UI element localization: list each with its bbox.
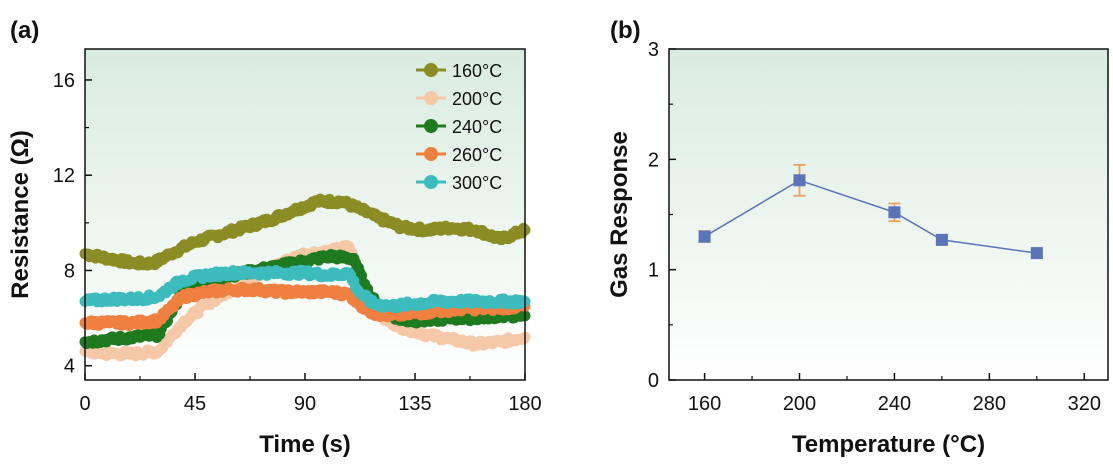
y-tick-label: 2	[648, 149, 659, 171]
data-point	[698, 230, 711, 243]
x-axis-title: Time (s)	[259, 431, 351, 458]
chart-panel-b: (b) 160 200 240 280 320 0 1 2 3 Temperature (°C) Ga…	[606, 17, 1109, 458]
series-marker	[517, 222, 529, 234]
x-axis-title: Temperature (°C)	[792, 431, 985, 458]
legend: 160°C 200°C 240°C 260°C 300°C	[416, 61, 502, 193]
y-tick-label: 8	[64, 260, 75, 282]
x-tick-label: 160	[688, 393, 721, 415]
legend-marker	[424, 91, 438, 105]
data-point	[793, 174, 806, 187]
data-point	[935, 233, 948, 246]
y-tick-label: 1	[648, 260, 659, 282]
legend-label: 160°C	[452, 61, 502, 81]
data-point	[888, 206, 901, 219]
y-tick-label: 4	[64, 356, 75, 378]
legend-marker	[424, 63, 438, 77]
chart-panel-a: (a) 0 45 90 135 180 4 8 12 16 Time (s) Resistance (…	[7, 17, 542, 458]
y-axis-title: Gas Response	[606, 131, 633, 298]
legend-marker	[424, 175, 438, 189]
panel-label: (a)	[10, 17, 39, 44]
x-tick-label: 45	[184, 393, 206, 415]
x-tick-label: 280	[973, 393, 1006, 415]
x-tick-label: 200	[783, 393, 816, 415]
series-4	[79, 264, 531, 314]
series-marker	[517, 310, 529, 322]
x-tick-label: 180	[508, 393, 541, 415]
panel-label: (b)	[610, 17, 641, 44]
y-tick-label: 0	[648, 370, 659, 392]
series-marker	[517, 295, 529, 307]
x-tick-label: 135	[398, 393, 431, 415]
series-0	[79, 193, 531, 271]
x-tick-label: 0	[79, 393, 90, 415]
series-0	[698, 163, 1043, 260]
legend-label: 200°C	[452, 89, 502, 109]
data-point	[1030, 247, 1043, 260]
legend-label: 240°C	[452, 117, 502, 137]
x-tick-label: 240	[878, 393, 911, 415]
series-marker	[517, 333, 529, 345]
y-tick-label: 12	[53, 165, 75, 187]
legend-label: 300°C	[452, 173, 502, 193]
y-tick-label: 16	[53, 70, 75, 92]
x-tick-label: 320	[1068, 393, 1101, 415]
plot-frame	[668, 48, 1109, 381]
legend-marker	[424, 147, 438, 161]
x-tick-label: 90	[294, 393, 316, 415]
plot-frame	[84, 48, 526, 381]
legend-marker	[424, 119, 438, 133]
y-tick-label: 3	[648, 39, 659, 61]
y-axis-title: Resistance (Ω)	[7, 130, 34, 299]
legend-label: 260°C	[452, 145, 502, 165]
